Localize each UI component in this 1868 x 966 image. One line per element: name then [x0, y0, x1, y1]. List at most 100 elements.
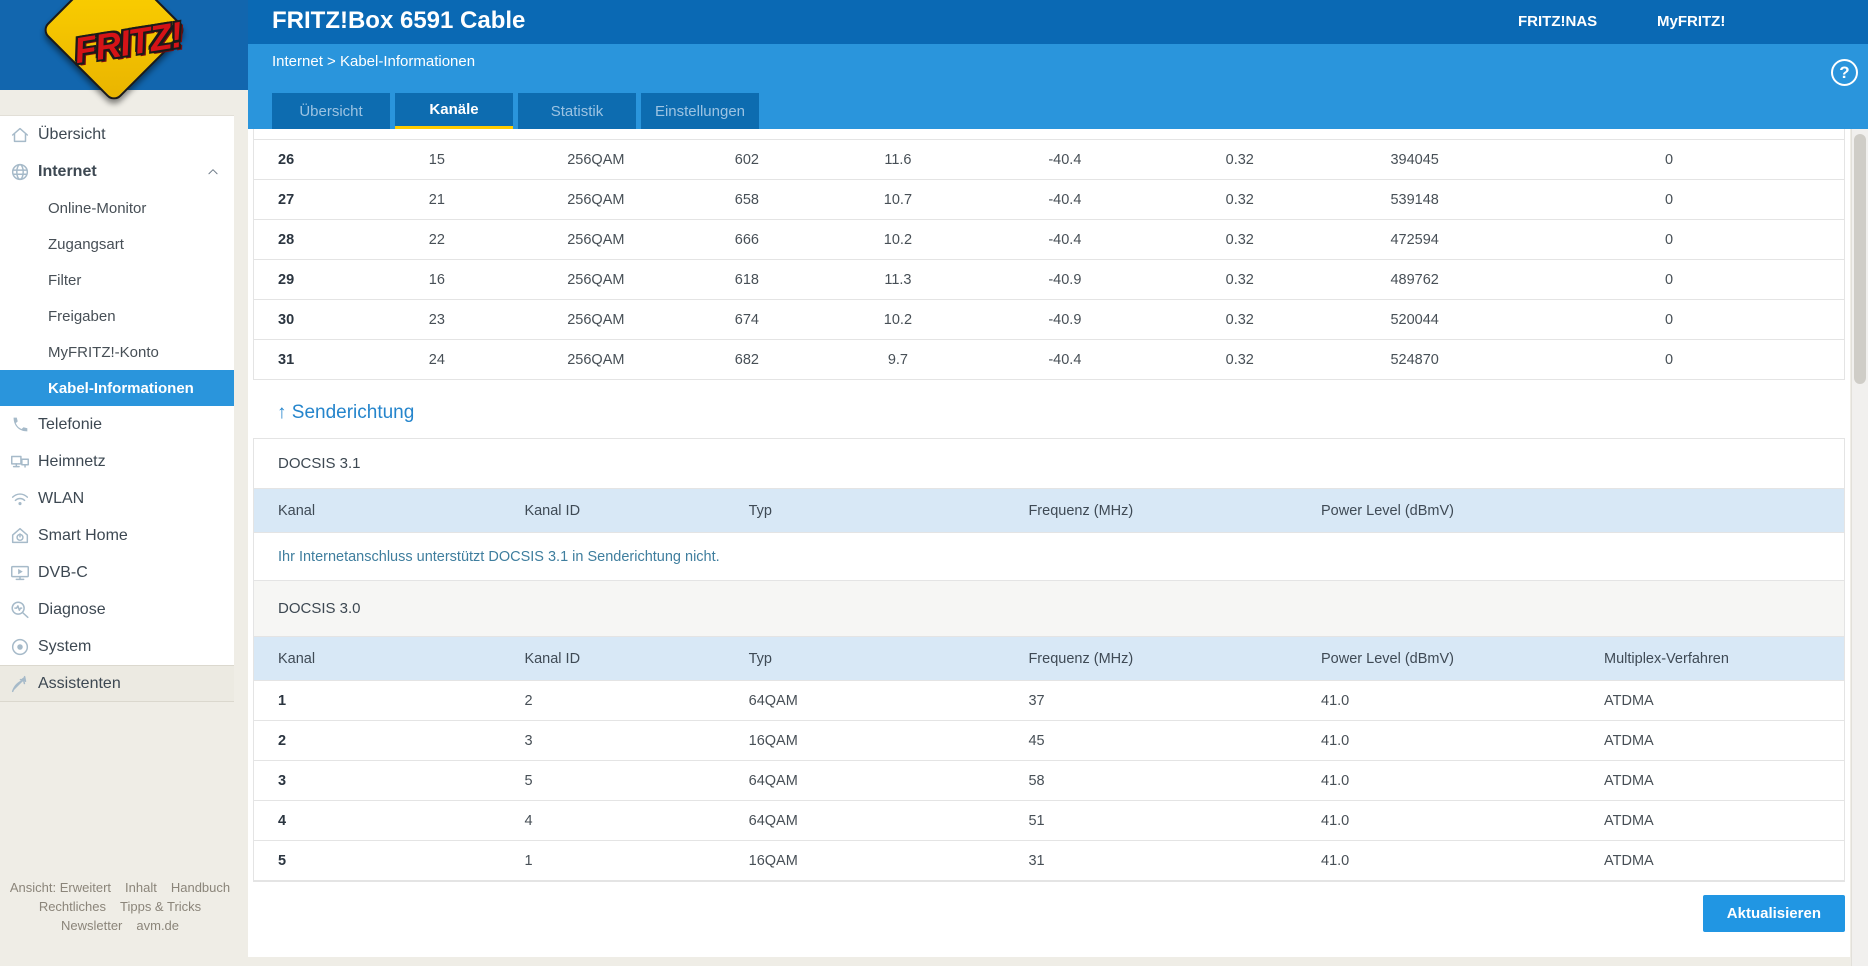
sidebar-item-system[interactable]: System: [0, 628, 234, 665]
sidebar-item-wlan[interactable]: WLAN: [0, 480, 234, 517]
sidebar-item-online-monitor[interactable]: Online-Monitor: [0, 190, 234, 226]
column-header: Kanal: [278, 650, 316, 667]
table-cell: 682: [734, 351, 759, 368]
globe-icon: [11, 163, 29, 180]
table-cell: 27: [278, 191, 295, 208]
sidebar-item-label: Freigaben: [48, 307, 116, 325]
sidebar-item-freigaben[interactable]: Freigaben: [0, 298, 234, 334]
footer-link-handbuch[interactable]: Handbuch: [170, 880, 231, 895]
sidebar-item-assistenten[interactable]: Assistenten: [0, 665, 234, 702]
tab-kanaele[interactable]: Kanäle: [395, 93, 513, 129]
table-cell: 11.3: [884, 271, 912, 288]
table-cell: 0.32: [1225, 191, 1254, 208]
table-cell: -40.4: [1048, 151, 1082, 168]
column-header: Kanal ID: [524, 650, 581, 667]
table-cell: 21: [428, 191, 445, 208]
breadcrumb-parent[interactable]: Internet: [272, 53, 323, 70]
content-footer: Aktualisieren: [253, 895, 1845, 932]
sidebar-item-uebersicht[interactable]: Übersicht: [0, 116, 234, 153]
downstream-channel-table: 26 15 256QAM 602 11.6 -40.4 0.32 394045 0 27 21 256…: [253, 129, 1845, 380]
table-row: 1 2 64QAM 37 41.0 ATDMA: [254, 681, 1844, 721]
table-cell: 41.0: [1321, 732, 1350, 749]
sidebar-item-zugangsart[interactable]: Zugangsart: [0, 226, 234, 262]
column-header: Frequenz (MHz): [1028, 650, 1134, 667]
chevron-up-icon[interactable]: [206, 165, 220, 179]
table-cell: 26: [278, 151, 295, 168]
table-cell: 15: [428, 151, 445, 168]
table-cell: 0.32: [1225, 151, 1254, 168]
sidebar-item-label: System: [38, 638, 92, 655]
help-icon[interactable]: ?: [1831, 59, 1858, 86]
table-cell: 41.0: [1321, 772, 1350, 789]
sidebar-item-smart-home[interactable]: Smart Home: [0, 517, 234, 554]
sidebar-item-telefonie[interactable]: Telefonie: [0, 406, 234, 443]
tab-einstellungen[interactable]: Einstellungen: [641, 93, 759, 129]
table-cell: 602: [734, 151, 759, 168]
table-cell: 0: [1665, 311, 1674, 328]
table-cell: 2: [524, 692, 533, 709]
fritznas-link[interactable]: FRITZ!NAS: [1518, 13, 1598, 30]
table-cell: 674: [734, 311, 759, 328]
table-cell: 2: [278, 732, 287, 749]
column-header: Multiplex-Verfahren: [1604, 650, 1729, 667]
sidebar-item-internet[interactable]: Internet: [0, 153, 234, 190]
vertical-scrollbar[interactable]: [1851, 129, 1868, 966]
sidebar-item-dvbc[interactable]: DVB-C: [0, 554, 234, 591]
table-cell: 23: [428, 311, 445, 328]
table-cell: 5: [524, 772, 533, 789]
column-header: Typ: [748, 650, 772, 667]
table-cell: 37: [1028, 692, 1045, 709]
tab-uebersicht[interactable]: Übersicht: [272, 93, 390, 129]
sidebar-item-myfritz-konto[interactable]: MyFRITZ!-Konto: [0, 334, 234, 370]
table-cell: 10.7: [883, 191, 913, 208]
refresh-button[interactable]: Aktualisieren: [1702, 895, 1845, 932]
tab-statistik[interactable]: Statistik: [518, 93, 636, 129]
column-header: Kanal: [278, 502, 316, 519]
table-cell: 28: [278, 231, 295, 248]
table-cell: 10.2: [883, 311, 913, 328]
sidebar-item-label: MyFRITZ!-Konto: [48, 343, 159, 361]
table-cell: 16: [428, 271, 445, 288]
table-cell: 0.32: [1225, 271, 1254, 288]
tab-bar: Übersicht Kanäle Statistik Einstellungen: [272, 93, 764, 129]
table-cell: 256QAM: [567, 191, 625, 208]
table-cell: ATDMA: [1604, 852, 1654, 869]
tv-play-icon: [11, 565, 29, 580]
table-cell: 29: [278, 271, 295, 288]
table-cell: -40.4: [1048, 351, 1082, 368]
table-cell: -40.9: [1048, 271, 1082, 288]
table-cell: -40.4: [1048, 231, 1082, 248]
sub-header-bar: Internet > Kabel-Informationen ? Übersic…: [248, 44, 1868, 129]
table-cell: 22: [428, 231, 445, 248]
footer-link-newsletter[interactable]: Newsletter: [60, 918, 123, 933]
logo-area: FRITZ!: [0, 0, 248, 104]
breadcrumb-current: Kabel-Informationen: [339, 53, 476, 70]
sidebar-item-heimnetz[interactable]: Heimnetz: [0, 443, 234, 480]
footer-link-avm[interactable]: avm.de: [136, 918, 180, 933]
myfritz-link[interactable]: MyFRITZ!: [1657, 13, 1726, 30]
table-cell: 16QAM: [748, 732, 798, 749]
scrollbar-thumb[interactable]: [1854, 134, 1866, 384]
footer-link-tipps[interactable]: Tipps & Tricks: [120, 899, 202, 914]
sidebar-item-kabel-informationen[interactable]: Kabel-Informationen: [0, 370, 234, 406]
docsis31-subtitle: DOCSIS 3.1: [254, 439, 1844, 489]
sidebar-item-diagnose[interactable]: Diagnose: [0, 591, 234, 628]
sidebar-item-label: Heimnetz: [38, 453, 106, 470]
sidebar-item-filter[interactable]: Filter: [0, 262, 234, 298]
table-cell: 0: [1665, 271, 1674, 288]
docsis30-header-row: Kanal Kanal ID Typ Frequenz (MHz) Power Leve…: [254, 637, 1844, 681]
breadcrumb-separator: >: [327, 53, 336, 70]
page-title: FRITZ!Box 6591 Cable: [272, 7, 526, 34]
footer-link-ansicht[interactable]: Ansicht: Erweitert: [9, 880, 112, 895]
table-cell: 524870: [1390, 351, 1439, 368]
table-cell: 41.0: [1321, 812, 1350, 829]
table-cell: 256QAM: [567, 231, 625, 248]
footer-link-inhalt[interactable]: Inhalt: [125, 880, 157, 895]
sidebar-item-label: Filter: [48, 271, 82, 289]
partial-row: [254, 129, 1844, 140]
table-cell: 472594: [1390, 231, 1439, 248]
table-row: 28 22 256QAM 666 10.2 -40.4 0.32 472594 0: [254, 220, 1844, 260]
sidebar-item-label: Online-Monitor: [48, 199, 147, 217]
footer-link-rechtliches[interactable]: Rechtliches: [38, 899, 107, 914]
sidebar-item-label: Smart Home: [38, 527, 128, 544]
